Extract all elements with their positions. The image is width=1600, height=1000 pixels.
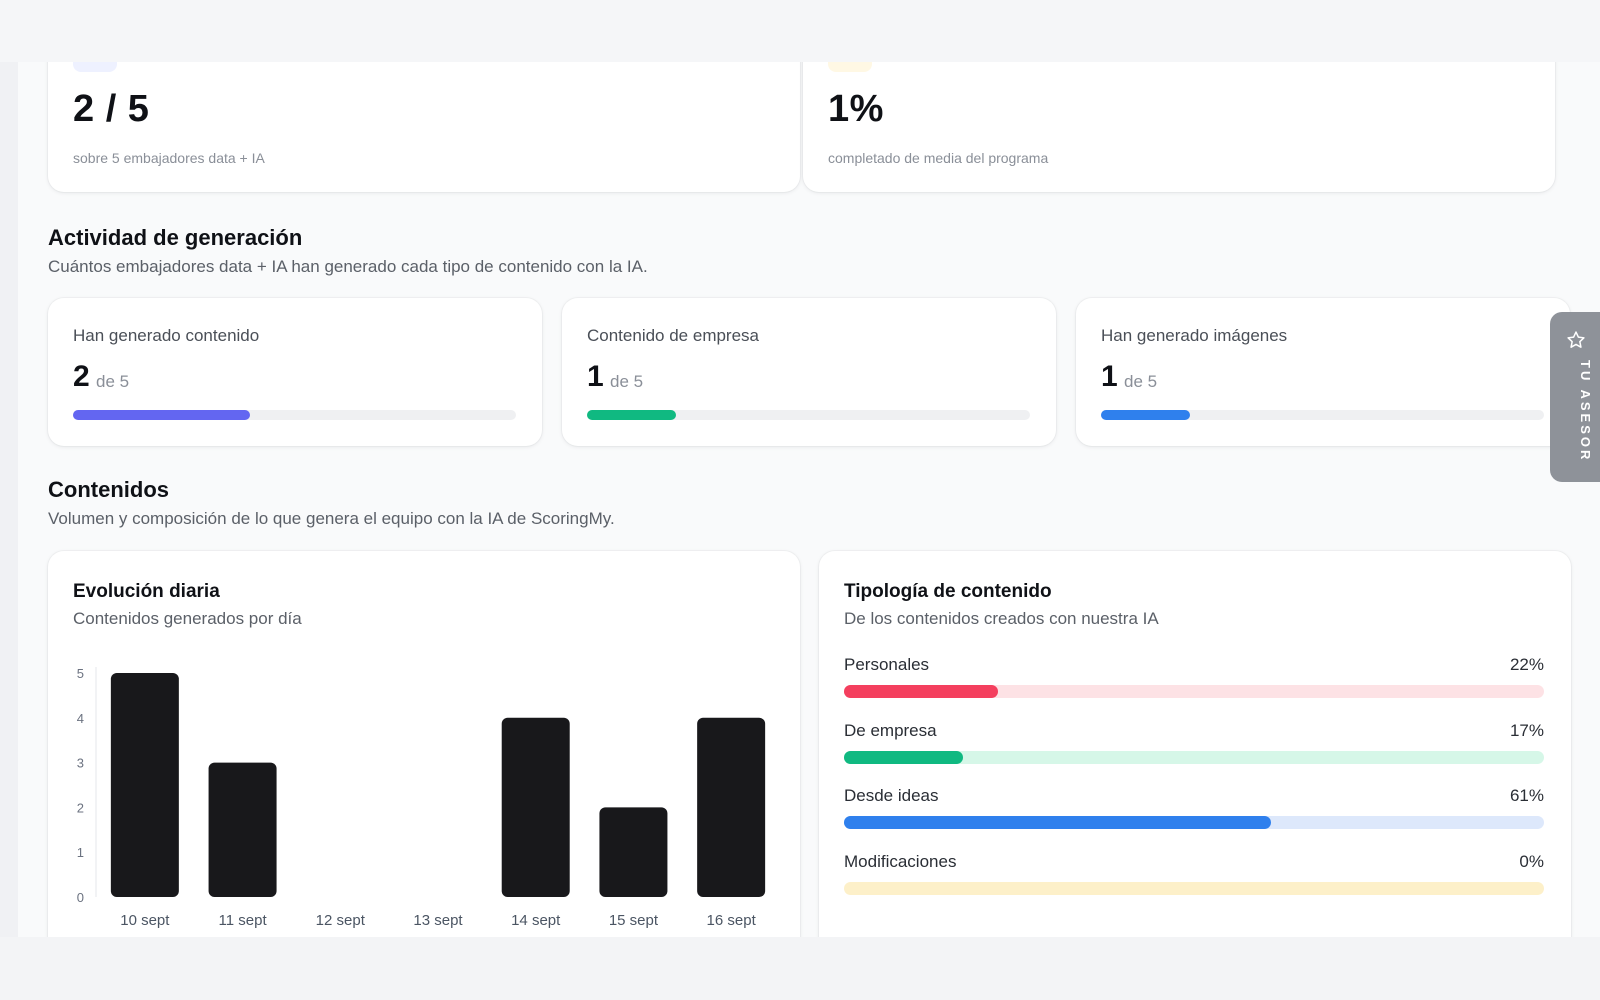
y-tick-label: 0 — [77, 890, 84, 905]
section-subtitle-contents: Volumen y composición de lo que genera e… — [48, 509, 615, 528]
typology-track — [844, 685, 1544, 698]
activity-label: Han generado imágenes — [1101, 326, 1288, 345]
bar-15-sept[interactable] — [599, 807, 668, 897]
section-subtitle-activity: Cuántos embajadores data + IA han genera… — [48, 257, 648, 276]
x-tick-label: 13 sept — [413, 912, 463, 929]
activity-total: de 5 — [96, 372, 130, 391]
daily-bar-chart: 0 1 2 3 4 5 10 sept 11 sept 12 sept 13 sept 14 sep… — [77, 666, 766, 929]
x-tick-label: 14 sept — [511, 912, 561, 929]
typology-name: Desde ideas — [844, 786, 939, 805]
activity-progress-track — [587, 410, 1030, 420]
activity-progress-fill — [1101, 410, 1190, 420]
typology-name: Personales — [844, 655, 930, 674]
typology-fill — [844, 685, 998, 698]
typology-track — [844, 816, 1544, 829]
advisor-label: TU ASESOR — [1578, 360, 1593, 463]
bar-16-sept[interactable] — [697, 717, 766, 897]
x-tick-label: 16 sept — [707, 912, 757, 929]
kpi-icon-chip — [828, 62, 872, 72]
activity-total: de 5 — [1124, 372, 1158, 391]
typology-percent: 0% — [1519, 852, 1544, 871]
typology-subtitle: De los contenidos creados con nuestra IA — [844, 609, 1159, 628]
activity-card-company: Contenido de empresa 1 de 5 — [562, 298, 1056, 446]
typology-percent: 61% — [1509, 786, 1544, 805]
kpi-caption: completado de media del programa — [828, 150, 1049, 166]
activity-count: 2 — [73, 360, 90, 393]
x-tick-label: 15 sept — [609, 912, 659, 929]
main-content: 2 / 5 sobre 5 embajadores data + IA 1% c… — [18, 62, 1600, 937]
activity-count: 1 — [1101, 360, 1118, 393]
left-sidebar-edge — [0, 62, 18, 937]
activity-count: 1 — [587, 360, 604, 393]
chart-title: Evolución diaria — [73, 581, 220, 602]
content-typology-card: Tipología de contenido De los contenidos… — [819, 551, 1571, 937]
section-title-activity: Actividad de generación — [48, 225, 303, 250]
activity-card-images: Han generado imágenes 1 de 5 — [1076, 298, 1570, 446]
y-tick-label: 1 — [77, 845, 84, 860]
kpi-card-ambassadors: 2 / 5 sobre 5 embajadores data + IA — [48, 62, 800, 192]
chart-subtitle: Contenidos generados por día — [73, 609, 302, 628]
bar-14-sept[interactable] — [501, 717, 570, 897]
kpi-icon-chip — [73, 62, 117, 72]
advisor-tab-button[interactable]: TU ASESOR — [1550, 312, 1600, 482]
activity-total: de 5 — [610, 372, 644, 391]
y-tick-label: 2 — [77, 800, 84, 815]
typology-percent: 22% — [1509, 655, 1544, 674]
y-tick-label: 5 — [77, 666, 84, 681]
typology-fill — [844, 816, 1271, 829]
x-tick-label: 12 sept — [316, 912, 366, 929]
activity-progress-track — [1101, 410, 1544, 420]
typology-title: Tipología de contenido — [844, 581, 1052, 602]
activity-progress-track — [73, 410, 516, 420]
top-bar — [0, 0, 1600, 62]
bar-11-sept[interactable] — [208, 762, 277, 897]
typology-percent: 17% — [1509, 721, 1544, 740]
activity-progress-fill — [73, 410, 251, 420]
typology-fill — [844, 751, 963, 764]
activity-label: Han generado contenido — [73, 326, 260, 345]
kpi-caption: sobre 5 embajadores data + IA — [73, 150, 265, 166]
typology-track — [844, 882, 1544, 895]
bar-10-sept[interactable] — [110, 673, 179, 897]
y-tick-label: 4 — [77, 711, 84, 726]
kpi-value: 2 / 5 — [73, 88, 150, 130]
activity-progress-fill — [587, 410, 676, 420]
x-tick-label: 10 sept — [120, 912, 170, 929]
kpi-card-completion: 1% completado de media del programa — [803, 62, 1555, 192]
activity-card-content: Han generado contenido 2 de 5 — [48, 298, 542, 446]
kpi-value: 1% — [828, 88, 884, 130]
x-tick-label: 11 sept — [219, 912, 268, 929]
y-tick-label: 3 — [77, 756, 84, 771]
typology-name: De empresa — [844, 721, 937, 740]
section-title-contents: Contenidos — [48, 477, 169, 502]
star-icon — [1567, 331, 1585, 348]
typology-track — [844, 751, 1544, 764]
activity-label: Contenido de empresa — [587, 326, 760, 345]
bottom-bar — [0, 937, 1600, 1000]
typology-name: Modificaciones — [844, 852, 957, 871]
daily-evolution-card: Evolución diaria Contenidos generados po… — [48, 551, 800, 937]
